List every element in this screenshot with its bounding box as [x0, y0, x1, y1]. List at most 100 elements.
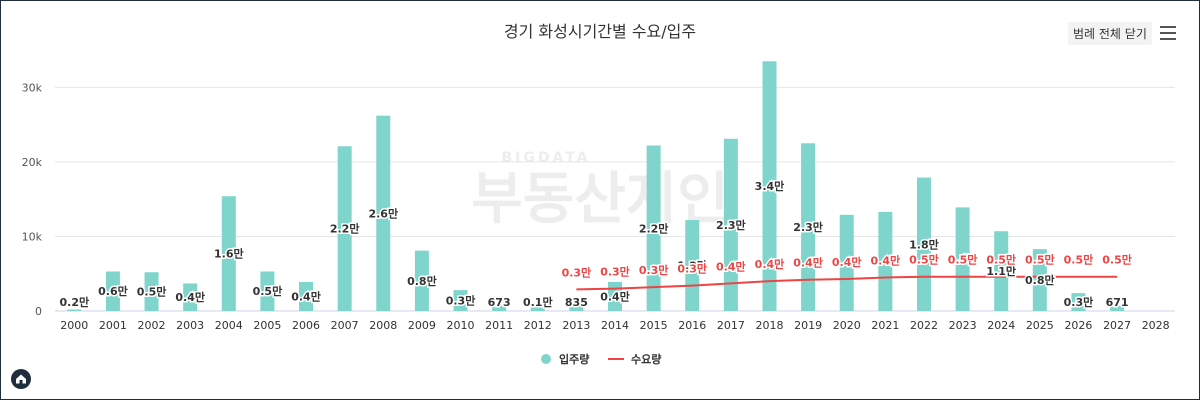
x-tick-label: 2024 — [987, 319, 1015, 332]
x-tick-label: 2000 — [60, 319, 88, 332]
bar-label-2026: 0.3만 — [1064, 295, 1094, 309]
demand-line[interactable] — [576, 275, 1118, 291]
x-tick-label: 2016 — [678, 319, 706, 332]
legend-label-demand: 수요량 — [631, 353, 661, 366]
bar-2004[interactable] — [221, 196, 236, 311]
bar-label-2007: 2.2만 — [330, 222, 360, 236]
x-tick-label: 2017 — [717, 319, 745, 332]
line-label-2020: 0.4만 — [832, 255, 862, 269]
bar-2017[interactable] — [723, 138, 738, 311]
bar-label-2027: 671 — [1106, 296, 1129, 309]
bar-label-2013: 835 — [565, 296, 588, 309]
x-tick-label: 2014 — [601, 319, 629, 332]
bar-label-2014: 0.4만 — [600, 289, 630, 303]
bar-label-2018: 3.4만 — [755, 179, 785, 193]
bar-label-2001: 0.6만 — [98, 284, 128, 298]
bar-label-2019: 2.3만 — [793, 220, 823, 234]
bar-label-2003: 0.4만 — [175, 290, 205, 304]
line-label-2015: 0.3만 — [639, 263, 669, 277]
bar-label-2017: 2.3만 — [716, 218, 746, 232]
bar-2002[interactable] — [144, 272, 159, 311]
bar-2009[interactable] — [414, 250, 429, 311]
line-label-2018: 0.4만 — [755, 257, 785, 271]
bar-2013[interactable] — [569, 304, 584, 311]
x-tick-label: 2004 — [215, 319, 243, 332]
bar-2006[interactable] — [299, 281, 314, 311]
bar-label-2002: 0.5만 — [137, 285, 167, 299]
bar-label-2008: 2.6만 — [368, 206, 398, 220]
x-tick-label: 2025 — [1026, 319, 1054, 332]
bar-label-2023: 1.4만 — [948, 252, 978, 266]
y-tick-label: 20k — [22, 156, 43, 169]
x-tick-label: 2023 — [949, 319, 977, 332]
bar-2018[interactable] — [762, 61, 777, 311]
bar-2008[interactable] — [376, 115, 391, 311]
x-tick-label: 2026 — [1064, 319, 1092, 332]
x-tick-label: 2019 — [794, 319, 822, 332]
line-label-2024: 0.5만 — [986, 253, 1016, 267]
bar-2027[interactable] — [1110, 305, 1125, 311]
line-label-2025: 0.5만 — [1025, 253, 1055, 267]
line-label-2023: 0.5만 — [948, 253, 978, 267]
line-label-2013: 0.3만 — [562, 265, 592, 279]
y-tick-label: 30k — [22, 81, 43, 94]
bar-label-2006: 0.4만 — [291, 289, 321, 303]
line-label-2021: 0.4만 — [871, 253, 901, 267]
legend-item-demand[interactable]: 수요량 — [608, 353, 661, 366]
bar-2001[interactable] — [105, 271, 120, 311]
x-tick-label: 2012 — [524, 319, 552, 332]
x-tick-label: 2001 — [99, 319, 127, 332]
bar-2000[interactable] — [67, 309, 82, 311]
watermark-top: BIGDATA — [501, 150, 590, 166]
bar-2015[interactable] — [646, 145, 661, 311]
chart-title: 경기 화성시기간별 수요/입주 — [503, 22, 697, 41]
line-label-2026: 0.5만 — [1064, 253, 1094, 267]
line-label-2016: 0.3만 — [677, 262, 707, 276]
legend-label-supply: 입주량 — [559, 353, 589, 366]
legend-item-supply[interactable]: 입주량 — [541, 353, 589, 366]
x-tick-label: 2005 — [253, 319, 281, 332]
hamburger-menu-icon[interactable] — [1160, 26, 1176, 40]
bar-2024[interactable] — [994, 231, 1009, 311]
bar-label-2004: 1.6만 — [214, 247, 244, 261]
x-tick-label: 2013 — [562, 319, 590, 332]
home-logo-icon[interactable] — [11, 369, 31, 389]
x-tick-label: 2003 — [176, 319, 204, 332]
bar-label-2016: 1.2만 — [677, 259, 707, 273]
bar-2016[interactable] — [685, 220, 700, 311]
line-label-2017: 0.4만 — [716, 259, 746, 273]
x-tick-label: 2007 — [331, 319, 359, 332]
line-label-2019: 0.4만 — [793, 256, 823, 270]
bar-label-2015: 2.2만 — [639, 221, 669, 235]
line-label-2027: 0.5만 — [1102, 253, 1132, 267]
bar-2019[interactable] — [801, 143, 816, 311]
x-tick-label: 2028 — [1142, 319, 1170, 332]
bar-2020[interactable] — [839, 214, 854, 311]
y-tick-label: 10k — [22, 230, 43, 243]
bar-label-2012: 0.1만 — [523, 295, 553, 309]
x-tick-label: 2020 — [833, 319, 861, 332]
x-tick-label: 2022 — [910, 319, 938, 332]
bar-2021[interactable] — [878, 211, 893, 311]
bar-2011[interactable] — [492, 305, 507, 311]
bar-2026[interactable] — [1071, 293, 1086, 311]
bar-2007[interactable] — [337, 146, 352, 311]
bar-label-2025: 0.8만 — [1025, 273, 1055, 287]
legend-toggle-button[interactable]: 범례 전체 닫기 — [1068, 22, 1152, 45]
bar-2003[interactable] — [183, 283, 198, 311]
bar-2012[interactable] — [530, 306, 545, 311]
x-tick-label: 2018 — [755, 319, 783, 332]
x-tick-label: 2006 — [292, 319, 320, 332]
bar-2023[interactable] — [955, 207, 970, 311]
x-tick-label: 2021 — [871, 319, 899, 332]
bar-2005[interactable] — [260, 271, 275, 311]
bar-2010[interactable] — [453, 290, 468, 311]
bar-2025[interactable] — [1032, 249, 1047, 311]
x-tick-label: 2008 — [369, 319, 397, 332]
x-tick-label: 2011 — [485, 319, 513, 332]
y-tick-label: 0 — [35, 305, 42, 318]
bar-label-2010: 0.3만 — [446, 294, 476, 308]
legend-marker-supply — [541, 354, 551, 364]
